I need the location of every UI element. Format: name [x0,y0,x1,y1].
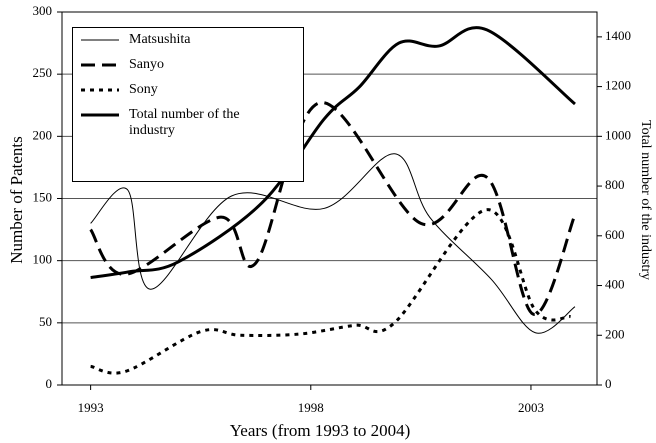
legend-label: Total number of the industry [129,107,240,138]
y2-tick-label: 1200 [605,78,631,93]
x-tick-label: 2003 [518,400,544,415]
y2-tick-label: 200 [605,326,625,341]
y2-tick-label: 0 [605,376,612,391]
y2-tick-label: 1400 [605,28,631,43]
legend-swatch [81,39,119,41]
x-tick-label: 1998 [298,400,324,415]
legend-label: Sanyo [129,57,164,72]
legend-swatch [81,88,119,92]
y-tick-label: 250 [33,65,53,80]
legend-label: Matsushita [129,32,191,47]
line-series [89,101,577,316]
y2-tick-label: 600 [605,227,625,242]
y-tick-label: 100 [33,252,53,267]
legend-swatch [81,113,119,117]
legend-swatch [81,63,119,67]
legend-item: Sanyo [79,57,303,73]
legend-item: Matsushita [79,32,303,48]
line-series [90,153,576,334]
plot-frame [61,11,598,386]
y-axis-label: Number of Patents [7,136,26,263]
legend: Matsushita Sanyo Sony Total number of the i… [72,27,304,182]
x-tick-label: 1993 [78,400,104,415]
y2-axis-label: Total number of the industry [638,120,653,280]
y-tick-label: 0 [46,376,53,391]
y2-tick-label: 400 [605,277,625,292]
y-tick-label: 300 [33,3,53,18]
y-tick-label: 200 [33,127,53,142]
y2-tick-label: 1000 [605,127,631,142]
y-tick-label: 150 [33,189,53,204]
y2-tick-label: 800 [605,177,625,192]
line-series [90,208,571,375]
legend-item: Sony [79,82,303,98]
legend-label: Sony [129,82,158,97]
y-tick-label: 50 [39,314,52,329]
line-series [90,26,576,280]
x-axis-label: Years (from 1993 to 2004) [230,421,411,440]
legend-item: Total number of the industry [79,107,303,139]
